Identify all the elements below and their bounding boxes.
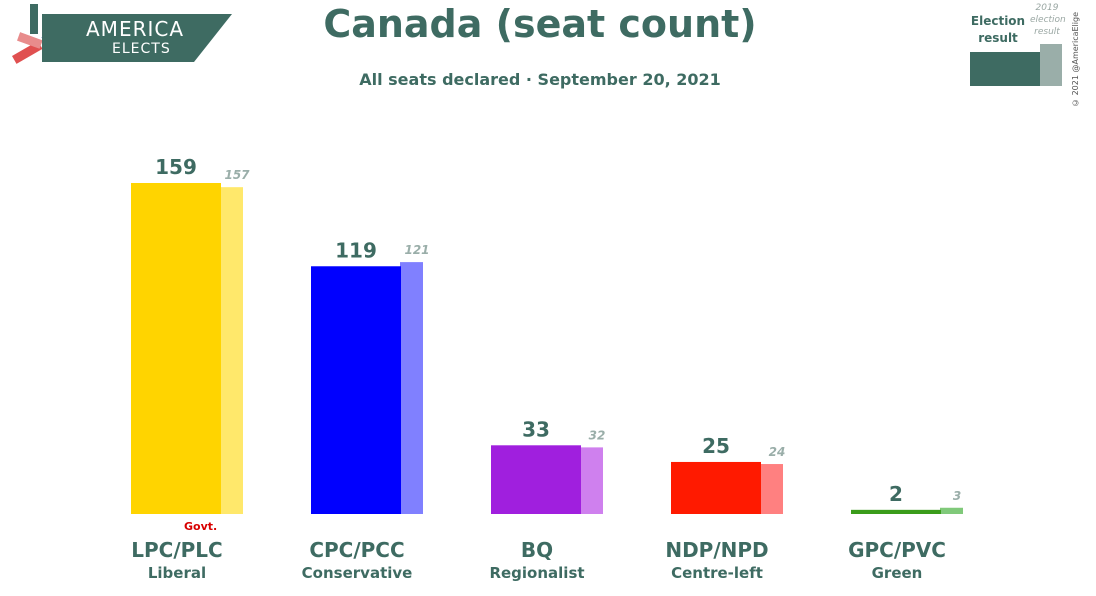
bar-2021-lpc-plc [131,183,221,514]
data-label-2019: 157 [224,168,250,182]
category-desc: Conservative [301,564,413,582]
data-label-2021: 33 [522,417,550,441]
bar-2019-cpc-pcc [400,262,423,514]
data-label-2021: 25 [702,434,730,458]
govt-marker: Govt. [184,520,218,533]
logo-text-america: AMERICA [86,17,185,41]
data-label-2019: 3 [953,489,961,503]
legend-swatch-current [970,52,1040,86]
america-elects-logo: AMERICA ELECTS [0,0,240,78]
bar-2021-bq [491,445,581,514]
legend-label-current: Election result [970,14,1026,45]
legend-label-previous: 2019 election result [1030,3,1066,37]
bar-2019-ndp-npd [760,464,783,514]
legend: Election result 2019 election result [960,0,1096,100]
data-label-2019: 24 [769,445,786,459]
bar-2019-bq [580,447,603,514]
category-desc: Liberal [147,564,207,582]
bar-2019-lpc-plc [220,187,243,515]
bar-2021-cpc-pcc [311,266,401,514]
category-label: LPC/PLC [131,538,223,562]
data-label-2021: 119 [335,238,377,262]
bar-2021-ndp-npd [671,461,761,514]
chart-subtitle: All seats declared · September 20, 2021 [359,70,721,89]
data-label-2019: 121 [404,243,429,257]
category-label: NDP/NPD [665,538,769,562]
category-label: CPC/PCC [309,538,405,562]
data-label-2019: 32 [589,428,606,442]
logo-banner [42,14,232,62]
bar-2019-gpc-pvc [940,507,963,514]
chart-title: Canada (seat count) [323,2,757,46]
legend-swatch-previous [1040,44,1062,86]
category-desc: Centre-left [671,564,763,582]
data-label-2021: 159 [155,155,197,179]
category-label: GPC/PVC [848,538,946,562]
category-desc: Regionalist [489,564,585,582]
category-desc: Green [871,564,923,582]
logo-text-elects: ELECTS [112,41,171,57]
bar-2021-gpc-pvc [851,509,941,514]
category-label: BQ [520,538,554,562]
data-label-2021: 2 [889,482,903,506]
